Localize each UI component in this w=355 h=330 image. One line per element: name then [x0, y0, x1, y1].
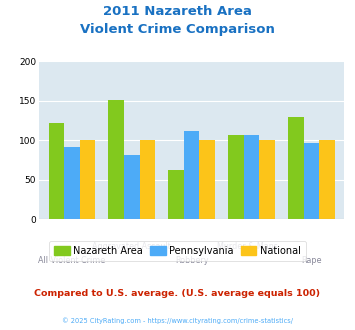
- Text: Violent Crime Comparison: Violent Crime Comparison: [80, 23, 275, 36]
- Text: Aggravated Assault: Aggravated Assault: [92, 242, 171, 251]
- Text: © 2025 CityRating.com - https://www.cityrating.com/crime-statistics/: © 2025 CityRating.com - https://www.city…: [62, 317, 293, 324]
- Bar: [288, 117, 304, 219]
- Bar: [49, 123, 64, 219]
- Bar: [140, 140, 155, 219]
- Text: Compared to U.S. average. (U.S. average equals 100): Compared to U.S. average. (U.S. average …: [34, 289, 321, 298]
- Text: Robbery: Robbery: [175, 255, 208, 265]
- Bar: [80, 140, 95, 219]
- Bar: [168, 170, 184, 219]
- Bar: [228, 135, 244, 219]
- Bar: [124, 154, 140, 219]
- Bar: [64, 147, 80, 219]
- Bar: [109, 100, 124, 219]
- Bar: [200, 140, 215, 219]
- Bar: [304, 143, 319, 219]
- Bar: [184, 131, 200, 219]
- Text: All Violent Crime: All Violent Crime: [38, 255, 105, 265]
- Bar: [244, 135, 260, 219]
- Legend: Nazareth Area, Pennsylvania, National: Nazareth Area, Pennsylvania, National: [49, 241, 306, 261]
- Bar: [319, 140, 335, 219]
- Text: 2011 Nazareth Area: 2011 Nazareth Area: [103, 5, 252, 18]
- Text: Rape: Rape: [301, 255, 322, 265]
- Bar: [260, 140, 275, 219]
- Text: Murder & Mans...: Murder & Mans...: [217, 242, 286, 251]
